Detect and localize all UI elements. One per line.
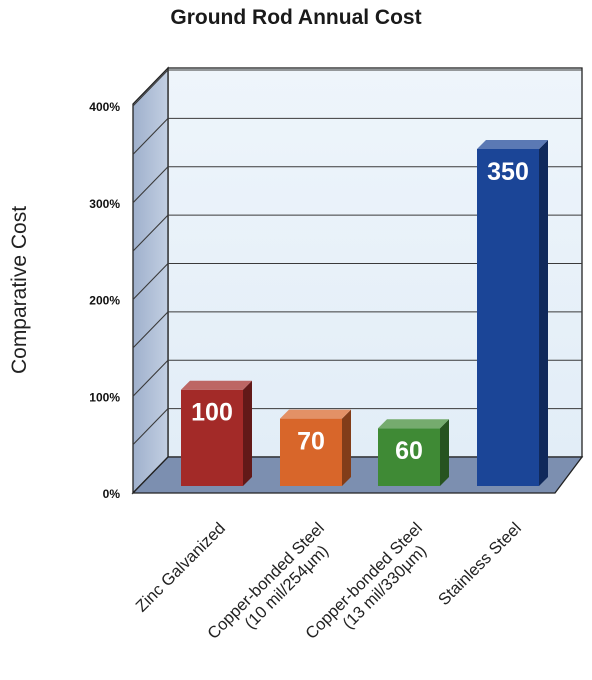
bar-front (378, 428, 440, 486)
y-tick-label: 400% (89, 100, 120, 114)
chart-title: Ground Rod Annual Cost (170, 6, 422, 29)
bar-front (477, 149, 539, 486)
y-tick-label: 300% (89, 197, 120, 211)
category-label: Copper-bonded Steel(13 mil/330µm) (302, 519, 439, 656)
gridline-side (132, 359, 169, 397)
data-label: 60 (395, 437, 423, 465)
category-label-line: Stainless Steel (435, 519, 525, 609)
gridline-side (132, 117, 169, 155)
data-label: 70 (297, 428, 325, 456)
bar-side (243, 380, 252, 486)
bar-side (440, 419, 449, 486)
bar-top (280, 409, 351, 419)
data-label: 350 (487, 158, 529, 186)
bar-front (181, 389, 243, 486)
category-label: Stainless Steel (435, 519, 525, 609)
gridline-side (132, 214, 169, 252)
gridline-side (132, 166, 169, 204)
bar-side (342, 409, 351, 486)
bar-top (477, 140, 548, 149)
gridline-side (132, 263, 169, 300)
bar-top (181, 380, 252, 390)
bar-top (378, 419, 449, 429)
y-tick-label: 200% (89, 294, 120, 308)
category-label: Zinc Galvanized (133, 519, 229, 615)
gridline-side (132, 311, 169, 349)
y-tick-label: 100% (89, 390, 120, 404)
bar-1 (181, 380, 252, 486)
data-label: 100 (191, 399, 233, 427)
category-label-line: Zinc Galvanized (133, 519, 229, 615)
bar-3 (378, 419, 449, 486)
bar-4 (477, 140, 548, 486)
bar-side (539, 140, 548, 486)
gridline-side (132, 69, 169, 107)
bar-2 (280, 409, 351, 486)
y-tick-label: 0% (103, 487, 121, 501)
chart-side-wall (132, 66, 169, 495)
gridline-side (132, 408, 169, 446)
bar-front (280, 418, 342, 486)
